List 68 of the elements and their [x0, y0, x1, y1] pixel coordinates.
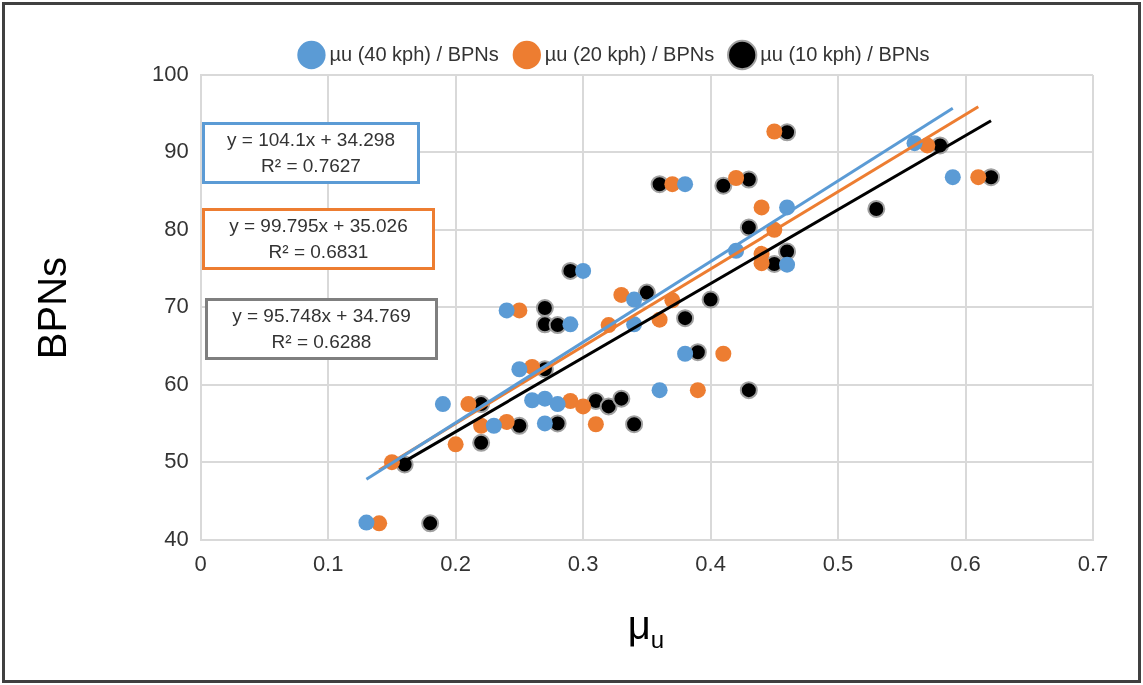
point — [651, 382, 668, 399]
y-tick-label: 100 — [151, 61, 189, 87]
point — [511, 361, 528, 378]
point — [587, 416, 604, 433]
point — [434, 396, 451, 413]
point — [447, 436, 464, 453]
point — [498, 413, 515, 430]
point — [944, 169, 961, 186]
point — [766, 123, 783, 140]
point — [562, 316, 579, 333]
annotation: R² = 0.7627 — [260, 154, 362, 178]
y-tick-label: 60 — [164, 370, 189, 396]
y-axis-title: BPNs — [29, 256, 75, 360]
point — [753, 199, 770, 216]
x-tick-label: 0 — [194, 550, 207, 576]
point — [358, 514, 375, 531]
point — [715, 345, 732, 362]
point — [689, 382, 706, 399]
x-tick-label: 0.6 — [950, 550, 981, 576]
point — [599, 397, 618, 416]
annotation: y = 104.1x + 34.298 — [226, 128, 396, 152]
point — [575, 398, 592, 415]
point — [626, 291, 643, 308]
point — [536, 390, 553, 407]
annotation: y = 99.795x + 35.026 — [228, 214, 409, 238]
point — [677, 345, 694, 362]
point — [485, 417, 502, 434]
y-tick-label: 40 — [164, 525, 189, 551]
point — [778, 242, 797, 261]
point — [739, 381, 758, 400]
point — [612, 389, 631, 408]
point — [664, 176, 681, 193]
point — [498, 302, 515, 319]
legend-label: µu (20 kph) / BPNs — [544, 42, 715, 65]
annotation: y = 95.748x + 34.769 — [231, 304, 412, 328]
x-tick-label: 0.7 — [1077, 550, 1109, 576]
point — [472, 433, 491, 452]
point — [613, 286, 630, 303]
y-tick-label: 90 — [164, 138, 189, 164]
point — [549, 396, 566, 413]
point — [779, 256, 796, 273]
x-tick-label: 0.3 — [567, 550, 599, 576]
point — [676, 309, 695, 328]
x-axis-title: μ$_{u}$ — [627, 602, 665, 654]
point — [460, 396, 477, 413]
point — [535, 299, 554, 318]
point — [970, 169, 987, 186]
y-tick-label: 80 — [164, 215, 189, 241]
point — [625, 415, 644, 434]
x-tick-label: 0.2 — [440, 550, 471, 576]
x-tick-label: 0.1 — [312, 550, 344, 576]
point — [421, 514, 440, 533]
point — [728, 169, 745, 186]
point — [701, 290, 720, 309]
legend-label: µu (40 kph) / BPNs — [329, 42, 499, 65]
point — [536, 415, 553, 432]
y-tick-label: 50 — [164, 448, 189, 474]
annotation: R² = 0.6831 — [267, 240, 370, 264]
point — [677, 176, 694, 193]
point — [867, 199, 886, 218]
point — [575, 262, 592, 279]
point — [739, 218, 758, 237]
annotation: R² = 0.6288 — [270, 330, 373, 354]
y-tick-label: 70 — [164, 293, 189, 319]
point — [714, 176, 733, 195]
x-tick-label: 0.4 — [695, 550, 726, 576]
x-tick-label: 0.5 — [822, 550, 854, 576]
legend-label: µu (10 kph) / BPNs — [760, 42, 930, 65]
